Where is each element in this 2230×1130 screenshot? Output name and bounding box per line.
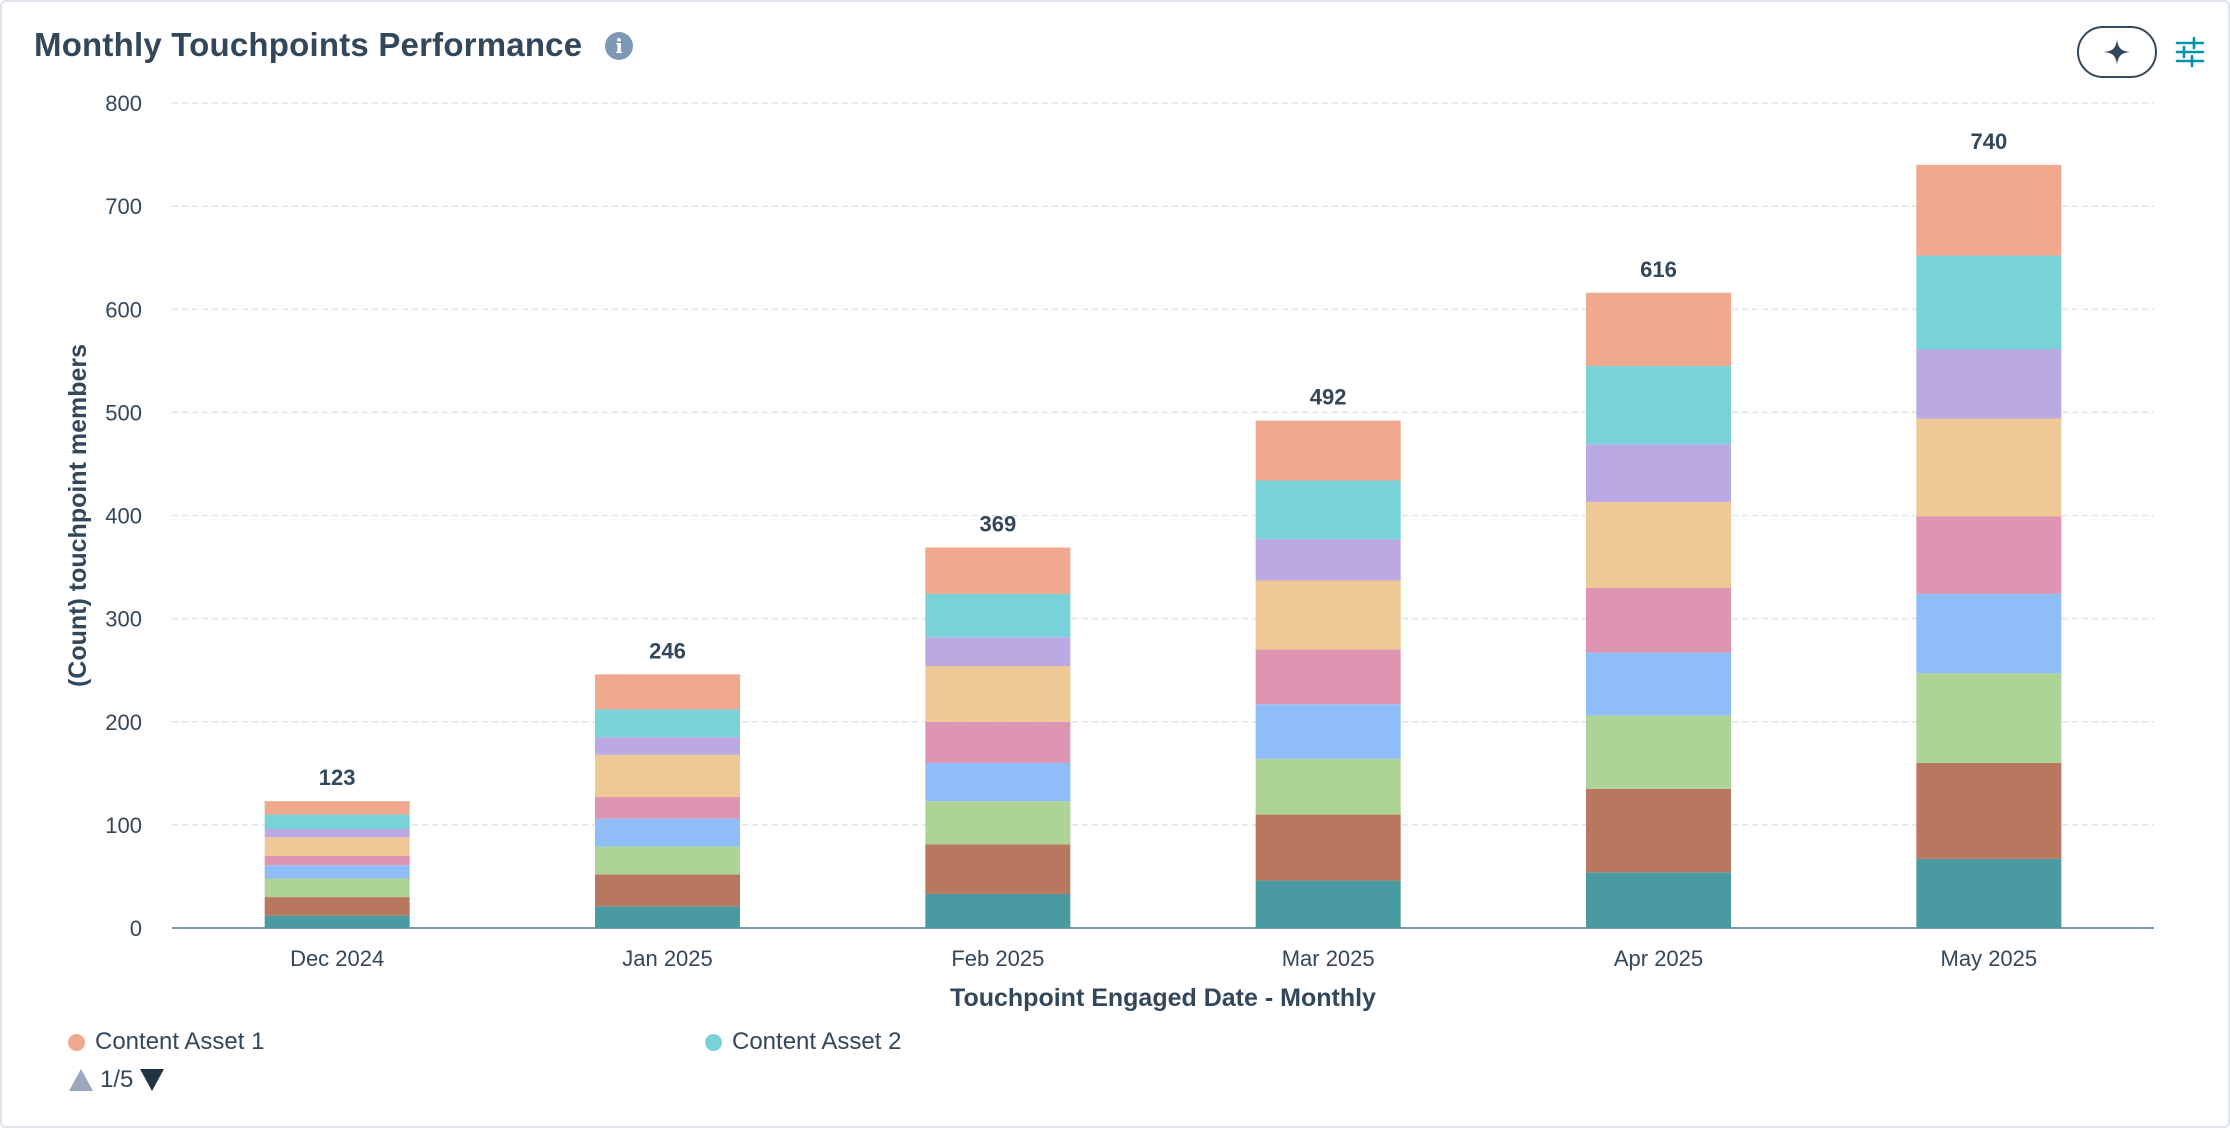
- bar-segment: [264, 837, 410, 856]
- bar-segment: [1916, 858, 2062, 928]
- bar-segment: [1255, 880, 1401, 928]
- bar-segment: [1916, 593, 2062, 674]
- bar-total-label: 369: [979, 511, 1016, 536]
- x-tick-label: Mar 2025: [1282, 946, 1375, 971]
- bar-segment: [264, 855, 410, 866]
- bar-segment: [264, 814, 410, 829]
- bar-segment: [925, 844, 1071, 894]
- bar-segment: [925, 637, 1071, 667]
- bar-segment: [264, 865, 410, 879]
- bar-segment: [1586, 365, 1731, 445]
- bar-segment: [1916, 516, 2062, 594]
- bar-segment: [1916, 763, 2062, 859]
- bar-segment: [1255, 704, 1401, 759]
- y-tick-label: 0: [130, 916, 142, 941]
- bar-segment: [1916, 255, 2062, 350]
- page-up-icon[interactable]: [68, 1068, 94, 1092]
- y-tick-label: 200: [105, 710, 142, 735]
- bar-total-label: 123: [319, 765, 356, 790]
- legend-item-content-asset-1[interactable]: Content Asset 1: [68, 1028, 264, 1056]
- bar-segment: [595, 754, 740, 798]
- bar-segment: [1255, 480, 1401, 540]
- y-tick-label: 800: [105, 91, 142, 116]
- ai-assist-button[interactable]: [2077, 26, 2157, 78]
- bar-total-label: 246: [649, 638, 686, 663]
- bar-total-label: 616: [1640, 257, 1677, 282]
- page-title: Monthly Touchpoints Performance: [34, 26, 583, 63]
- y-axis-title: (Count) touchpoint members: [64, 344, 92, 687]
- y-tick-label: 300: [105, 607, 142, 632]
- legend-marker: [705, 1033, 722, 1051]
- bar-segment: [595, 818, 740, 847]
- bar-segment: [1586, 652, 1731, 716]
- x-tick-label: Dec 2024: [290, 946, 384, 971]
- bar-segment: [264, 801, 410, 815]
- legend-label: Content Asset 1: [95, 1028, 265, 1055]
- bar-segment: [1586, 788, 1731, 873]
- bar-segment: [1586, 502, 1731, 588]
- bar-segment: [1255, 580, 1401, 650]
- bar-segment: [925, 547, 1071, 594]
- bar-segment: [1255, 814, 1401, 881]
- bar-segment: [595, 846, 740, 875]
- bar-total-label: 492: [1310, 385, 1347, 410]
- bar-segment: [925, 763, 1071, 802]
- bar-segment: [1916, 673, 2062, 763]
- x-axis-title: Touchpoint Engaged Date - Monthly: [950, 984, 1376, 1012]
- x-tick-label: Feb 2025: [951, 946, 1044, 971]
- bar-segment: [1916, 418, 2062, 517]
- bar-segment: [264, 915, 410, 928]
- bar-segment: [925, 893, 1071, 928]
- bar-segment: [1916, 164, 2062, 256]
- bar-segment: [925, 593, 1071, 638]
- pager-text: 1/5: [100, 1066, 134, 1093]
- legend-marker: [68, 1033, 85, 1051]
- y-tick-label: 700: [105, 194, 142, 219]
- bar-segment: [1586, 715, 1731, 789]
- bar-segment: [595, 674, 740, 710]
- bar-segment: [595, 906, 740, 928]
- bar-segment: [1586, 872, 1731, 928]
- y-tick-label: 500: [105, 400, 142, 425]
- y-tick-label: 600: [105, 297, 142, 322]
- bar-segment: [595, 797, 740, 819]
- x-tick-label: May 2025: [1941, 946, 2038, 971]
- sliders-icon[interactable]: [2174, 36, 2206, 68]
- bar-segment: [595, 737, 740, 755]
- legend-item-content-asset-2[interactable]: Content Asset 2: [705, 1028, 901, 1056]
- bar-segment: [1255, 758, 1401, 815]
- bar-segment: [1586, 292, 1731, 366]
- bar-segment: [1255, 649, 1401, 705]
- y-tick-label: 100: [105, 813, 142, 838]
- bar-segment: [1916, 349, 2062, 419]
- bar-segment: [264, 878, 410, 898]
- y-tick-label: 400: [105, 504, 142, 529]
- x-tick-label: Jan 2025: [622, 946, 713, 971]
- bar-segment: [1255, 420, 1401, 481]
- bar-segment: [1586, 587, 1731, 653]
- bar-total-label: 740: [1970, 129, 2007, 154]
- bar-segment: [1586, 444, 1731, 503]
- x-tick-label: Apr 2025: [1614, 946, 1703, 971]
- bar-segment: [925, 666, 1071, 722]
- bar-segment: [264, 829, 410, 838]
- page-down-icon[interactable]: [139, 1068, 165, 1092]
- bar-segment: [925, 801, 1071, 845]
- sparkle-icon: [2104, 39, 2130, 65]
- legend-pager: 1/5: [68, 1066, 165, 1094]
- bar-segment: [595, 874, 740, 907]
- bar-segment: [1255, 539, 1401, 581]
- info-icon[interactable]: i: [605, 32, 633, 60]
- legend-label: Content Asset 2: [732, 1028, 902, 1055]
- bar-segment: [264, 897, 410, 916]
- bar-segment: [595, 709, 740, 738]
- bar-segment: [925, 721, 1071, 763]
